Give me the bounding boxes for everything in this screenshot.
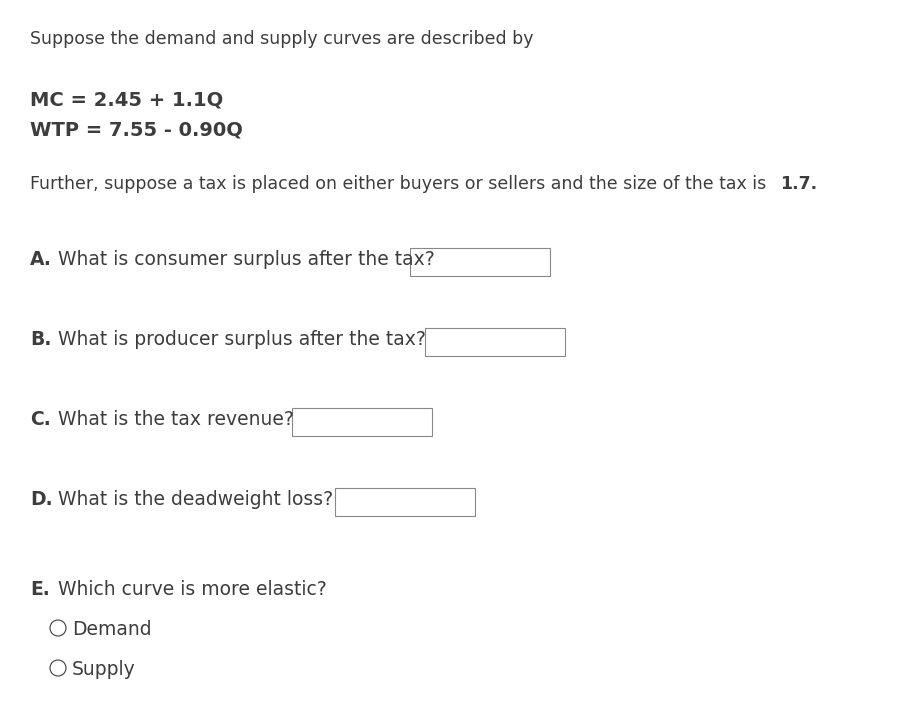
Text: What is producer surplus after the tax?: What is producer surplus after the tax? (52, 330, 426, 349)
FancyBboxPatch shape (425, 328, 565, 356)
Text: B.: B. (30, 330, 52, 349)
Text: E.: E. (30, 580, 50, 599)
Circle shape (50, 660, 66, 676)
Text: D.: D. (30, 490, 53, 509)
Text: C.: C. (30, 410, 51, 429)
Text: Demand: Demand (72, 620, 151, 639)
Text: What is consumer surplus after the tax?: What is consumer surplus after the tax? (52, 250, 435, 269)
FancyBboxPatch shape (335, 488, 475, 516)
Circle shape (50, 620, 66, 636)
FancyBboxPatch shape (292, 408, 432, 436)
Text: Which curve is more elastic?: Which curve is more elastic? (52, 580, 327, 599)
FancyBboxPatch shape (410, 248, 550, 276)
Text: Suppose the demand and supply curves are described by: Suppose the demand and supply curves are… (30, 30, 534, 48)
Text: A.: A. (30, 250, 52, 269)
Text: What is the tax revenue?: What is the tax revenue? (52, 410, 294, 429)
Text: MC = 2.45 + 1.1Q: MC = 2.45 + 1.1Q (30, 90, 223, 109)
Text: WTP = 7.55 - 0.90Q: WTP = 7.55 - 0.90Q (30, 120, 243, 139)
Text: 1.7.: 1.7. (780, 175, 817, 193)
Text: What is the deadweight loss?: What is the deadweight loss? (52, 490, 333, 509)
Text: Supply: Supply (72, 660, 136, 679)
Text: Further, suppose a tax is placed on either buyers or sellers and the size of the: Further, suppose a tax is placed on eith… (30, 175, 772, 193)
